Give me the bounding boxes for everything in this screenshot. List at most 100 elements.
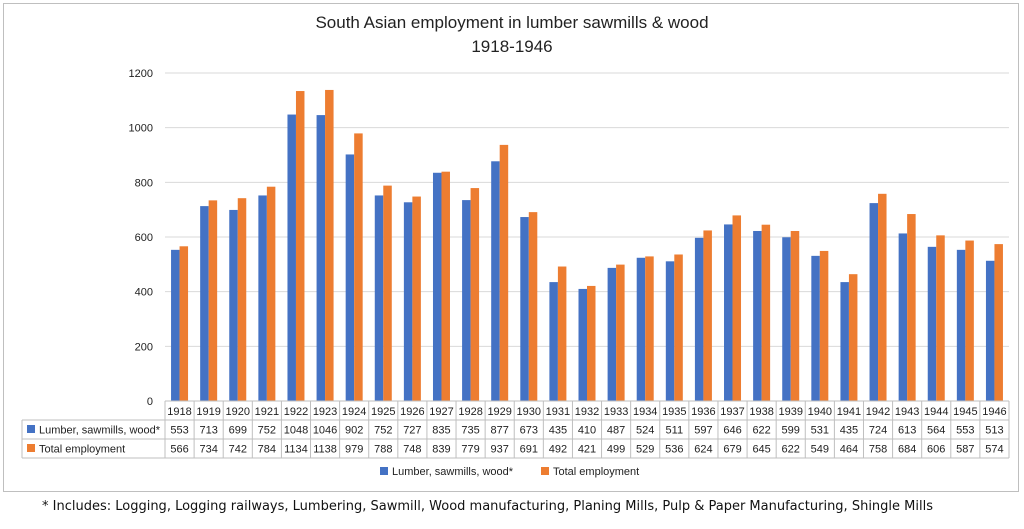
x-tick-label: 1921 [255, 406, 279, 418]
x-tick-label: 1945 [953, 406, 977, 418]
bar-total [266, 186, 276, 401]
x-tick-label: 1923 [313, 406, 337, 418]
data-cell: 742 [229, 444, 247, 456]
data-cell: 673 [520, 425, 538, 437]
bar-lumber [578, 288, 587, 401]
bar-total [237, 198, 247, 401]
bar-total [325, 89, 334, 402]
x-tick-label: 1944 [924, 406, 948, 418]
data-cell: 622 [752, 425, 770, 437]
x-tick-label: 1940 [808, 406, 832, 418]
footnote: * Includes: Logging, Logging railways, L… [42, 499, 933, 514]
x-tick-label: 1930 [517, 406, 541, 418]
bar-total [790, 230, 800, 401]
table-series-label: Lumber, sawmills, wood* [39, 425, 161, 437]
bar-lumber [462, 200, 471, 401]
bar-total [907, 214, 916, 401]
x-tick-label: 1937 [720, 406, 744, 418]
chart-title: South Asian employment in lumber sawmill… [315, 13, 708, 32]
bar-total [819, 250, 829, 401]
x-tick-label: 1943 [895, 406, 919, 418]
data-cell: 599 [782, 425, 800, 437]
bar-lumber [898, 233, 908, 401]
data-cell: 645 [752, 444, 770, 456]
x-tick-label: 1928 [458, 406, 482, 418]
bar-lumber [665, 261, 675, 401]
data-cell: 735 [461, 425, 479, 437]
data-cell: 788 [374, 444, 392, 456]
data-cell: 435 [549, 425, 567, 437]
data-cell: 699 [229, 425, 247, 437]
data-cell: 691 [520, 444, 538, 456]
x-tick-label: 1929 [487, 406, 511, 418]
data-cell: 839 [432, 444, 450, 456]
data-cell: 435 [840, 425, 858, 437]
x-tick-label: 1935 [662, 406, 686, 418]
bar-lumber [491, 161, 500, 401]
data-cell: 646 [723, 425, 741, 437]
bar-lumber [985, 260, 995, 401]
bar-total [295, 91, 305, 401]
bar-lumber [520, 217, 529, 401]
x-tick-label: 1918 [167, 406, 191, 418]
x-tick-label: 1933 [604, 406, 628, 418]
x-tick-label: 1941 [837, 406, 861, 418]
data-cell: 606 [927, 444, 945, 456]
data-cell: 779 [461, 444, 479, 456]
bar-lumber [811, 255, 820, 401]
data-cell: 679 [723, 444, 741, 456]
bar-lumber [200, 206, 209, 401]
data-cell: 752 [374, 425, 392, 437]
y-tick-label: 400 [135, 287, 153, 299]
bar-total [936, 235, 945, 401]
y-tick-label: 800 [135, 177, 153, 189]
data-cell: 564 [927, 425, 945, 437]
legend-label: Lumber, sawmills, wood* [392, 466, 514, 478]
x-tick-label: 1936 [691, 406, 715, 418]
bar-lumber [432, 172, 442, 401]
x-tick-label: 1939 [778, 406, 802, 418]
bar-lumber [869, 203, 879, 401]
y-tick-label: 1000 [129, 123, 153, 135]
data-cell: 877 [491, 425, 509, 437]
bar-total [848, 274, 858, 401]
data-cell: 513 [985, 425, 1003, 437]
bar-total [645, 256, 654, 401]
y-tick-label: 0 [147, 396, 153, 408]
x-tick-label: 1934 [633, 406, 657, 418]
bar-lumber [258, 195, 267, 401]
chart-subtitle: 1918-1946 [471, 37, 552, 56]
data-cell: 835 [432, 425, 450, 437]
bar-total [616, 264, 625, 401]
bar-lumber [694, 237, 704, 401]
y-tick-label: 600 [135, 232, 153, 244]
data-cell: 410 [578, 425, 596, 437]
bar-total [179, 246, 189, 401]
bar-lumber [724, 224, 733, 401]
bar-lumber [753, 230, 762, 401]
data-cell: 724 [869, 425, 887, 437]
data-cell: 684 [898, 444, 916, 456]
bar-lumber [403, 202, 413, 401]
bar-total [994, 244, 1003, 401]
data-cell: 613 [898, 425, 916, 437]
bar-lumber [927, 246, 937, 401]
bar-total [587, 285, 596, 401]
bar-total [703, 230, 712, 401]
x-tick-label: 1946 [982, 406, 1006, 418]
bar-total [965, 240, 974, 401]
x-tick-label: 1925 [371, 406, 395, 418]
bar-lumber [956, 249, 966, 401]
chart: South Asian employment in lumber sawmill… [21, 13, 1010, 478]
bar-total [528, 212, 538, 401]
data-cell: 553 [170, 425, 188, 437]
data-cell: 597 [694, 425, 712, 437]
data-cell: 421 [578, 444, 596, 456]
bar-lumber [229, 209, 238, 401]
y-tick-label: 1200 [129, 68, 153, 80]
data-cell: 784 [258, 444, 276, 456]
x-tick-label: 1932 [575, 406, 599, 418]
chart-frame [3, 3, 1019, 492]
data-cell: 1134 [284, 444, 308, 456]
data-cell: 752 [258, 425, 276, 437]
